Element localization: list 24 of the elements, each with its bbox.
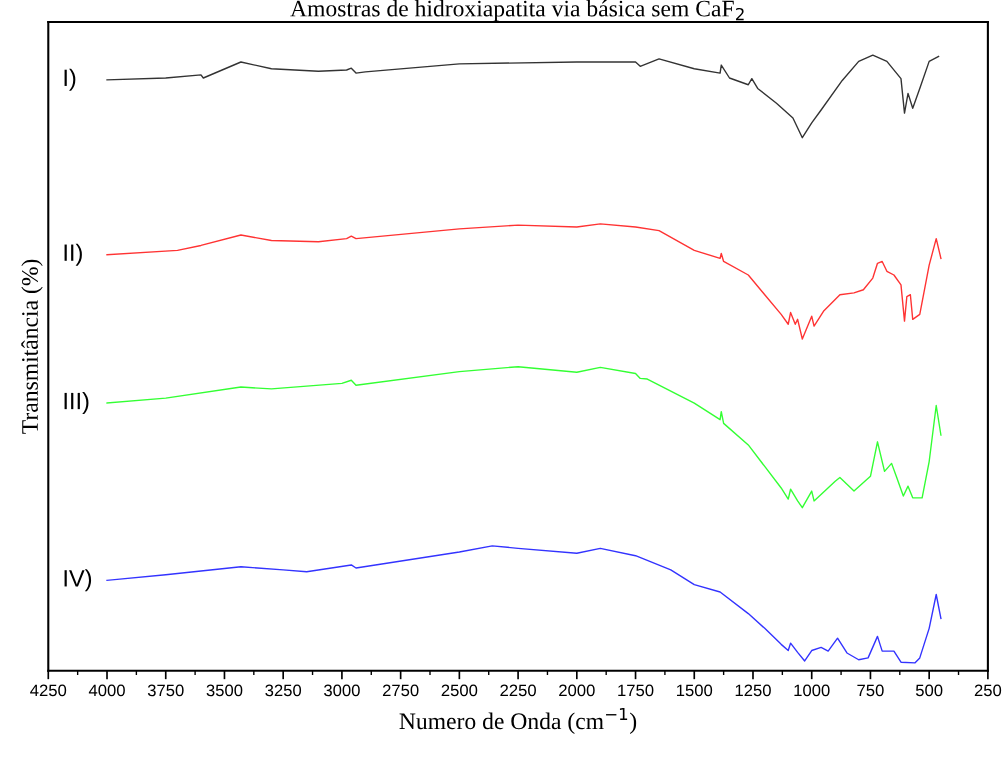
x-tick-label: 750 xyxy=(857,684,884,697)
x-tick-label: 500 xyxy=(915,684,943,697)
x-tick-label: 2250 xyxy=(500,684,536,697)
x-tick-label: 4250 xyxy=(30,684,67,697)
x-axis-title: Numero de Onda (cm$^{−1}$) xyxy=(399,707,637,735)
x-tick-label: 3000 xyxy=(324,684,360,697)
x-tick-label: 2500 xyxy=(441,684,478,697)
y-axis-title: Transmitância (%) xyxy=(21,259,43,434)
series-label: IV) xyxy=(64,569,92,592)
x-tick-label: 1000 xyxy=(794,684,830,697)
x-tick-label: 4000 xyxy=(88,684,125,697)
series-label: II) xyxy=(64,243,82,266)
x-tick-label: 1250 xyxy=(735,684,771,697)
x-tick-label: 250 xyxy=(974,684,1002,697)
x-tick-label: 2000 xyxy=(559,684,595,697)
chart-title: Amostras de hidroxiapatita via básica sem CaF$_{2}$ xyxy=(290,0,744,22)
x-tick-label: 3750 xyxy=(147,684,184,697)
series-label: III) xyxy=(64,392,89,415)
x-tick-label: 3500 xyxy=(206,684,243,697)
x-tick-label: 2750 xyxy=(382,684,419,697)
x-tick-label: 1500 xyxy=(677,684,713,697)
series-label: I) xyxy=(64,68,76,91)
x-tick-label: 1750 xyxy=(618,684,654,697)
x-tick-label: 3250 xyxy=(265,684,302,697)
